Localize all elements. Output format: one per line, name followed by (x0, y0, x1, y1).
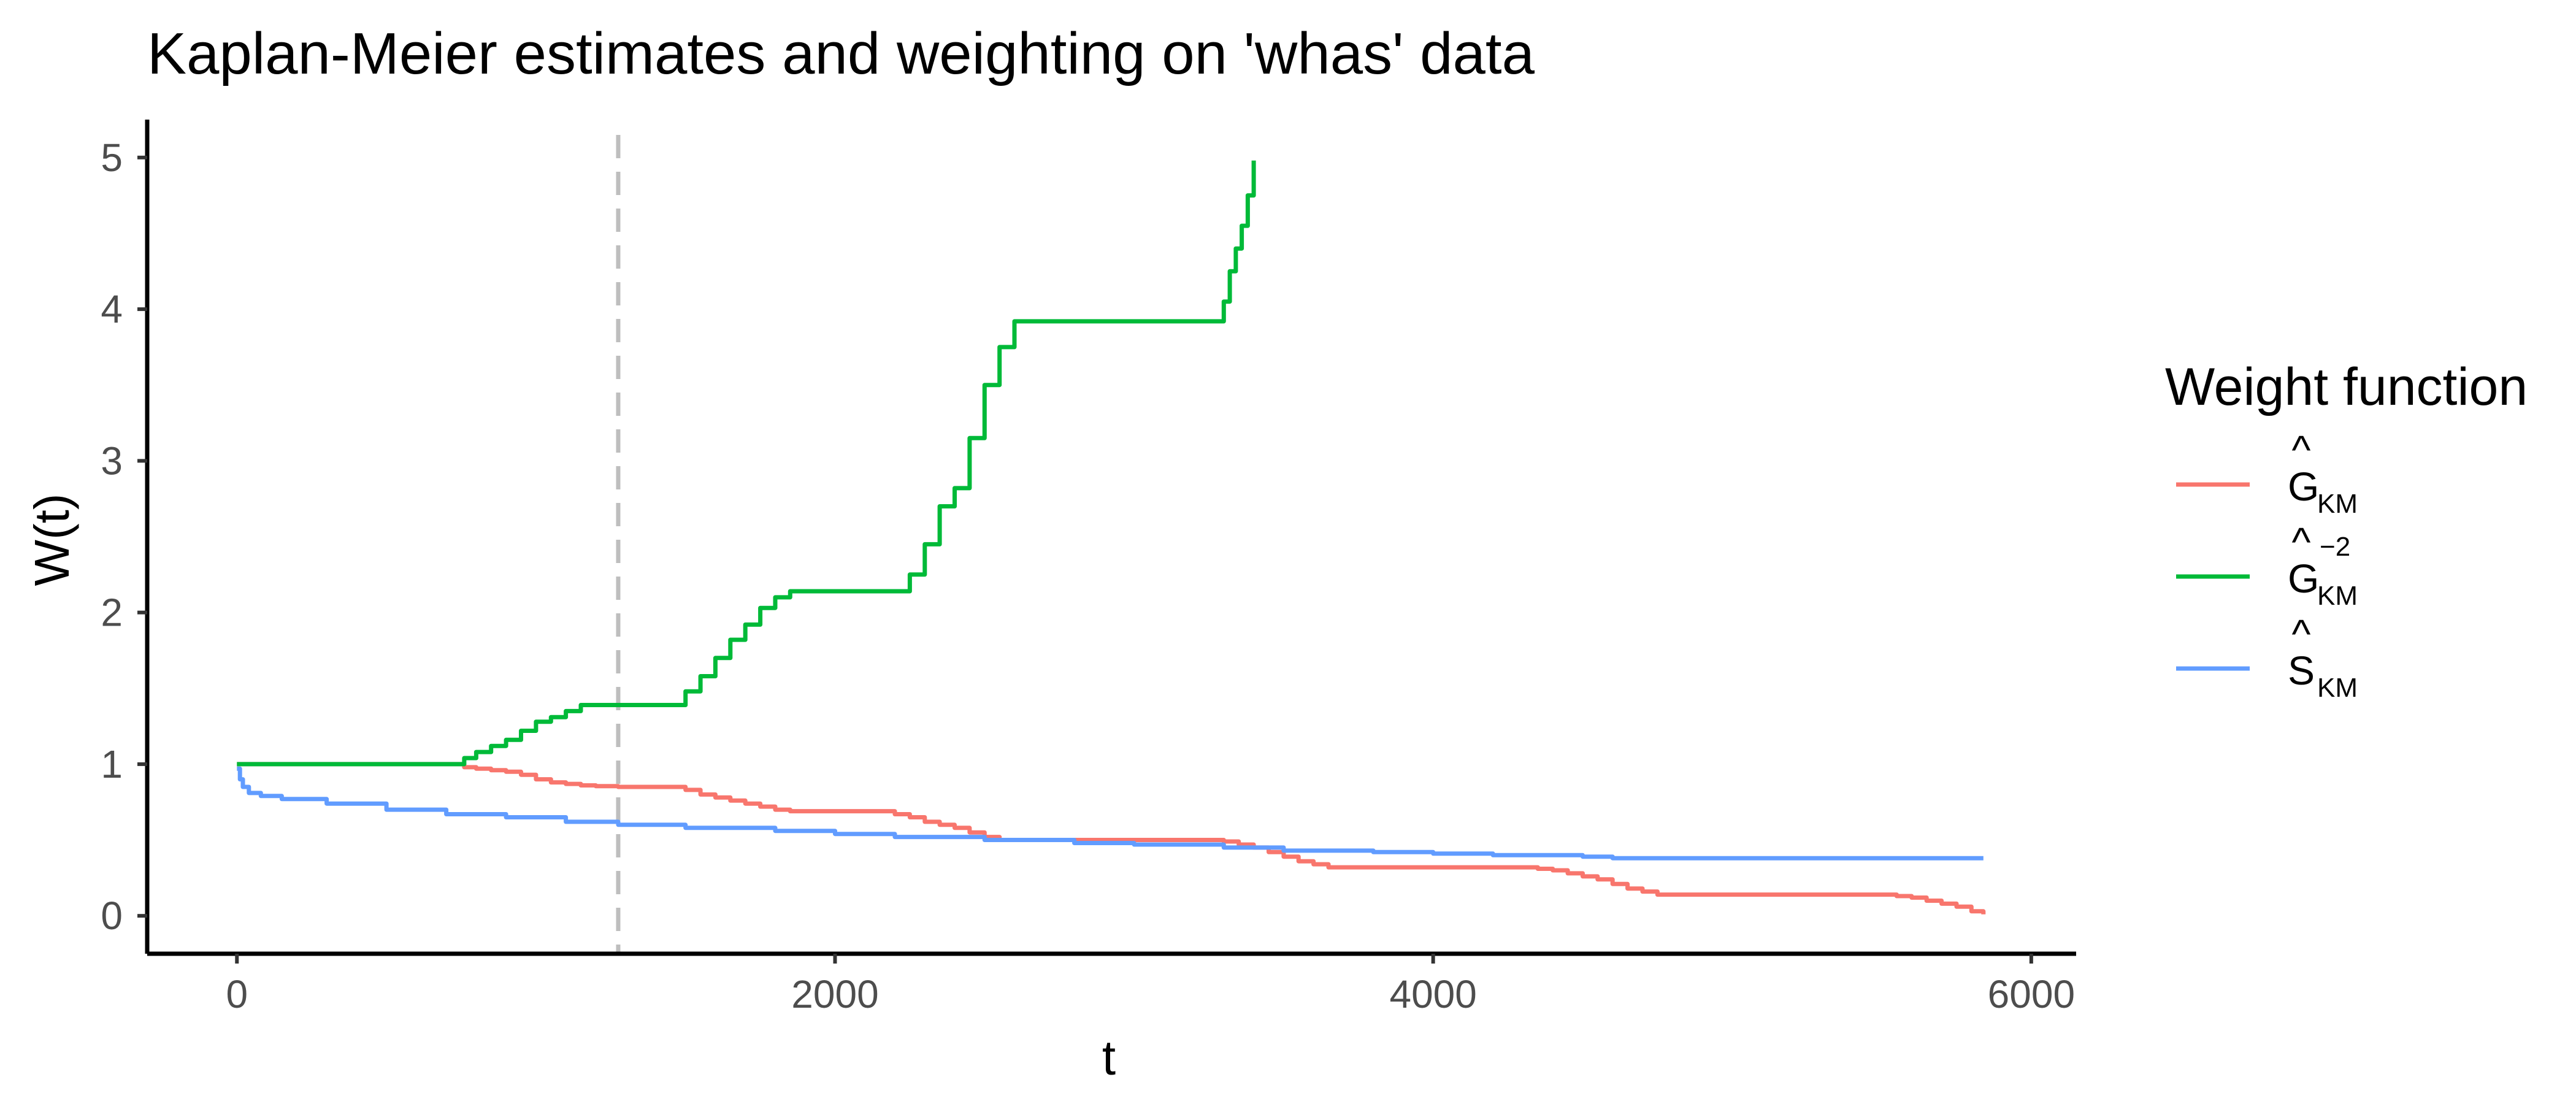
legend-label-3: S (2288, 648, 2315, 693)
y-tick-label: 3 (101, 439, 123, 483)
legend-item-1: ^GKM (2176, 427, 2358, 519)
legend-label-1: G (2288, 464, 2319, 509)
y-axis-title: W(t) (25, 493, 79, 586)
plot-area: 0 1 2 3 4 5 0 2000 4000 6000 (101, 120, 2076, 1016)
legend-hat-2: ^ (2292, 519, 2311, 564)
legend-item-2: ^GKM −2 (2176, 519, 2358, 611)
y-axis-ticks: 0 1 2 3 4 5 (101, 136, 147, 938)
legend-items: ^GKM^GKM−2^S KM (2176, 427, 2358, 703)
legend-item-3: ^S KM (2176, 611, 2358, 703)
legend-hat-1: ^ (2292, 427, 2311, 472)
y-tick-label: 1 (101, 742, 123, 786)
legend-hat-3: ^ (2292, 611, 2311, 656)
y-tick-label: 0 (101, 894, 123, 938)
legend-label-2: G (2288, 556, 2319, 601)
legend: Weight function ^GKM^GKM−2^S KM (2165, 358, 2528, 703)
legend-sup-2: −2 (2320, 532, 2350, 562)
legend-title: Weight function (2165, 358, 2528, 416)
legend-sub-3: KM (2317, 673, 2358, 703)
series-line-2 (237, 160, 1256, 767)
series-layer (237, 160, 1986, 914)
y-tick-label: 2 (101, 591, 123, 635)
x-axis-title: t (1102, 1030, 1116, 1085)
x-tick-label: 0 (226, 972, 248, 1016)
x-tick-label: 2000 (791, 972, 878, 1016)
y-tick-label: 5 (101, 136, 123, 180)
x-tick-label: 6000 (1988, 972, 2075, 1016)
x-tick-label: 4000 (1389, 972, 1476, 1016)
x-axis-ticks: 0 2000 4000 6000 (226, 954, 2075, 1016)
legend-sub-2: KM (2317, 581, 2358, 611)
series-line-1 (237, 762, 1986, 914)
series-line-3 (237, 766, 1984, 861)
y-tick-label: 4 (101, 287, 123, 331)
chart-title: Kaplan-Meier estimates and weighting on … (147, 21, 1535, 86)
legend-sub-1: KM (2317, 489, 2358, 519)
